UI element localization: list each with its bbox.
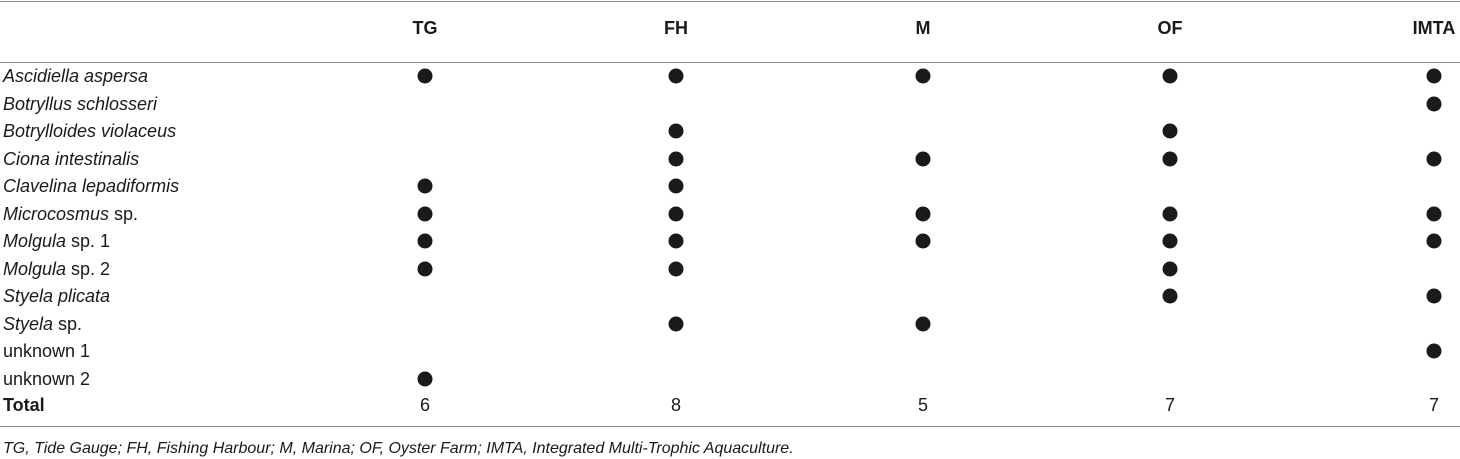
species-name-part: Styela xyxy=(3,313,54,334)
presence-dot xyxy=(417,68,433,84)
column-header-fh: FH xyxy=(664,18,688,38)
column-header-tg: TG xyxy=(412,18,438,38)
presence-dot xyxy=(668,316,684,331)
total-value-m: 5 xyxy=(917,395,929,415)
species-name: Microcosmus sp. xyxy=(3,203,138,225)
presence-dot xyxy=(915,68,931,84)
presence-dot xyxy=(668,68,684,84)
presence-dot xyxy=(417,178,433,194)
species-name: Ciona intestinalis xyxy=(3,148,139,170)
column-header-imta: IMTA xyxy=(1412,18,1456,38)
total-value-tg: 6 xyxy=(419,395,431,415)
species-name: Styela sp. xyxy=(3,313,82,335)
species-name-part: Botrylloides violaceus xyxy=(3,121,177,141)
presence-dot xyxy=(1162,123,1178,139)
presence-dot xyxy=(1162,233,1178,249)
species-name-part: sp. 2 xyxy=(66,258,111,279)
presence-dot xyxy=(1162,151,1178,166)
presence-dot xyxy=(668,206,684,221)
presence-dot xyxy=(1162,261,1178,276)
species-name: Botrylloides violaceus xyxy=(3,120,176,142)
species-name-part: Clavelina lepadiformis xyxy=(3,176,180,196)
presence-dot xyxy=(915,233,931,249)
species-name: Styela plicata xyxy=(3,285,110,307)
species-name-part: Molgula xyxy=(3,231,67,251)
table-top-rule xyxy=(0,1,1460,2)
presence-dot xyxy=(1426,288,1442,304)
species-name: Molgula sp. 2 xyxy=(3,258,110,280)
species-name-part: Molgula xyxy=(3,258,67,279)
table-footnote: TG, Tide Gauge; FH, Fishing Harbour; M, … xyxy=(3,440,794,457)
presence-dot xyxy=(1426,206,1442,221)
presence-dot xyxy=(668,151,684,166)
presence-dot xyxy=(1426,96,1442,111)
presence-dot xyxy=(417,233,433,249)
total-value-imta: 7 xyxy=(1428,395,1440,415)
total-value-of: 7 xyxy=(1164,395,1176,415)
column-header-m: M xyxy=(915,18,931,38)
total-value-fh: 8 xyxy=(670,395,682,415)
header-rule xyxy=(0,62,1460,63)
species-name: unknown 2 xyxy=(3,368,90,390)
species-name-part: sp. 1 xyxy=(66,231,111,251)
species-name: Clavelina lepadiformis xyxy=(3,175,179,197)
species-name-part: Ciona intestinalis xyxy=(3,148,140,169)
presence-dot xyxy=(915,316,931,331)
presence-dot xyxy=(417,206,433,221)
presence-dot xyxy=(668,123,684,139)
presence-dot xyxy=(1162,288,1178,304)
presence-dot xyxy=(915,206,931,221)
species-name-part: sp. xyxy=(109,203,139,224)
presence-dot xyxy=(1426,68,1442,84)
species-name-part: Microcosmus xyxy=(3,203,110,224)
presence-dot xyxy=(668,261,684,276)
species-name-part: Ascidiella aspersa xyxy=(3,66,149,86)
column-header-of: OF xyxy=(1157,18,1183,38)
species-name: Botryllus schlosseri xyxy=(3,93,157,115)
species-name: Ascidiella aspersa xyxy=(3,65,148,87)
species-name-part: unknown 2 xyxy=(3,368,91,389)
presence-dot xyxy=(1162,68,1178,84)
total-row-label: Total xyxy=(3,395,45,415)
species-name-part: sp. xyxy=(53,313,83,334)
presence-dot xyxy=(1426,343,1442,359)
species-name: unknown 1 xyxy=(3,340,90,362)
presence-dot xyxy=(417,371,433,386)
presence-dot xyxy=(1426,233,1442,249)
species-name-part: Styela plicata xyxy=(3,286,111,306)
presence-dot xyxy=(1426,151,1442,166)
species-name: Molgula sp. 1 xyxy=(3,230,110,252)
presence-dot xyxy=(668,178,684,194)
species-name-part: unknown 1 xyxy=(3,341,91,361)
species-name-part: Botryllus schlosseri xyxy=(3,93,158,114)
presence-dot xyxy=(668,233,684,249)
table-bottom-rule xyxy=(0,426,1460,427)
presence-dot xyxy=(1162,206,1178,221)
presence-dot xyxy=(915,151,931,166)
presence-dot xyxy=(417,261,433,276)
